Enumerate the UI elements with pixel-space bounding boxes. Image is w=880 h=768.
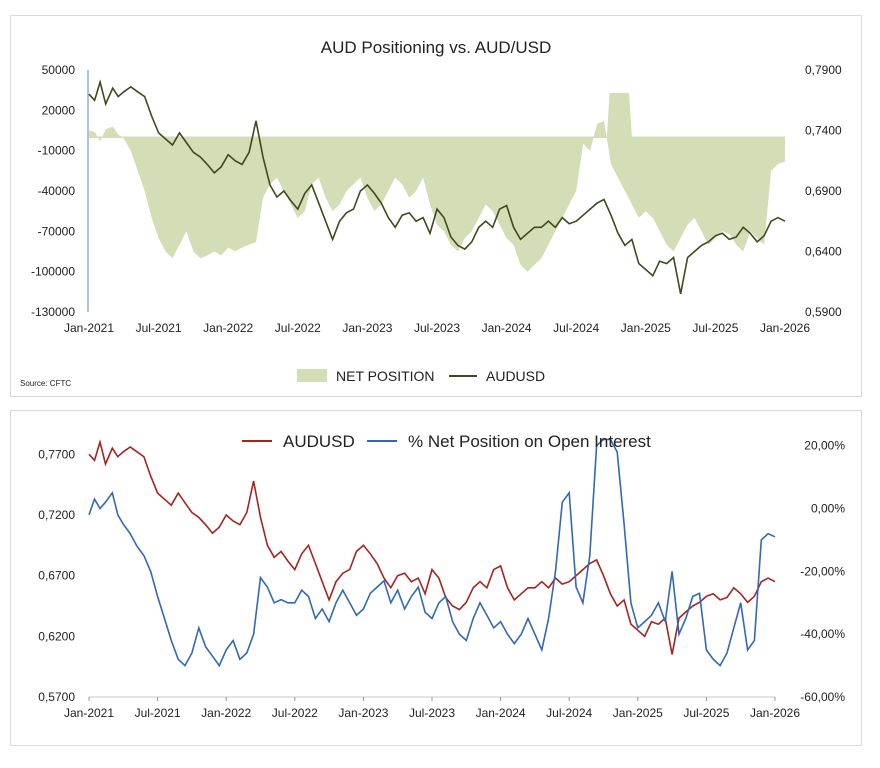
x-tick-label-2: Jan-2022 xyxy=(201,706,251,720)
x-tick-label-2: Jul-2024 xyxy=(546,706,592,720)
x-tick-label-2: Jul-2025 xyxy=(683,706,729,720)
audusd-line-group-2 xyxy=(88,439,776,655)
x-tick-label-2: Jul-2021 xyxy=(135,706,181,720)
x-tick-label-2: Jul-2022 xyxy=(272,706,318,720)
right-tick-label-2: 0,00% xyxy=(811,502,845,516)
right-tick-label-2: -40,00% xyxy=(800,627,845,641)
left-tick-label-2: 0,5700 xyxy=(38,690,75,704)
chart2-legend: AUDUSD % Net Position on Open Interest xyxy=(242,432,651,451)
legend2-pct-label: % Net Position on Open Interest xyxy=(408,432,651,451)
left-tick-label: -10000 xyxy=(38,144,76,158)
right-tick-label-2: 20,00% xyxy=(804,439,845,453)
x-tick-label: Jul-2023 xyxy=(414,321,460,335)
x-tick-label-2: Jan-2023 xyxy=(338,706,388,720)
pct-net-position-line xyxy=(88,438,776,668)
x-tick-label: Jul-2024 xyxy=(553,321,599,335)
legend2-audusd-label: AUDUSD xyxy=(283,432,355,451)
audusd-line xyxy=(88,79,786,295)
x-tick-label: Jan-2021 xyxy=(64,321,114,335)
audusd-line-2 xyxy=(88,439,776,655)
right-tick-label: 0,6900 xyxy=(805,184,842,198)
x-tick-label: Jul-2022 xyxy=(275,321,321,335)
right-tick-label: 0,7900 xyxy=(805,63,842,77)
pct-net-position-line-group xyxy=(88,438,776,668)
x-tick-label: Jan-2024 xyxy=(482,321,532,335)
x-tick-label-2: Jan-2024 xyxy=(476,706,526,720)
x-tick-label: Jan-2025 xyxy=(621,321,671,335)
x-tick-label: Jan-2023 xyxy=(342,321,392,335)
left-tick-label-2: 0,7700 xyxy=(38,447,75,461)
x-tick-label: Jan-2022 xyxy=(203,321,253,335)
right-tick-label-2: -20,00% xyxy=(800,564,845,578)
left-tick-label-2: 0,6200 xyxy=(38,629,75,643)
x-tick-label: Jul-2021 xyxy=(136,321,182,335)
left-tick-label-2: 0,6700 xyxy=(38,569,75,583)
left-tick-label: -100000 xyxy=(31,265,75,279)
left-tick-label: -130000 xyxy=(31,305,75,319)
audusd-line-group xyxy=(88,79,786,295)
legend-audusd-label: AUDUSD xyxy=(486,368,545,384)
chart1-title: AUD Positioning vs. AUD/USD xyxy=(321,38,552,57)
right-tick-label: 0,6400 xyxy=(805,245,842,259)
x-tick-label-2: Jan-2026 xyxy=(750,706,800,720)
x-tick-label: Jan-2026 xyxy=(760,321,810,335)
left-tick-label: -70000 xyxy=(38,224,76,238)
x-tick-label: Jul-2025 xyxy=(692,321,738,335)
chart1-legend: NET POSITION AUDUSD xyxy=(297,368,545,384)
left-tick-label: -40000 xyxy=(38,184,76,198)
right-tick-label-2: -60,00% xyxy=(800,690,845,704)
right-tick-label: 0,5900 xyxy=(805,305,842,319)
left-tick-label-2: 0,7200 xyxy=(38,508,75,522)
x-tick-label-2: Jan-2025 xyxy=(613,706,663,720)
right-tick-label: 0,7400 xyxy=(805,124,842,138)
legend-net-position-label: NET POSITION xyxy=(336,368,435,384)
left-tick-label: 50000 xyxy=(42,63,76,77)
x-tick-label-2: Jan-2021 xyxy=(64,706,114,720)
x-tick-label-2: Jul-2023 xyxy=(409,706,455,720)
legend-net-position-swatch xyxy=(297,369,327,382)
source-note: Source: CFTC xyxy=(20,379,71,388)
chart1-axes-group: 50000 20000 -10000 -40000 -70000 -100000 -1300… xyxy=(31,63,842,335)
left-tick-label: 20000 xyxy=(42,103,76,117)
net-position-peak-area xyxy=(606,92,632,138)
chart2-axes-group: 0,7700 0,7200 0,6700 0,6200 0,5700 20,00% 0,00… xyxy=(38,439,845,720)
